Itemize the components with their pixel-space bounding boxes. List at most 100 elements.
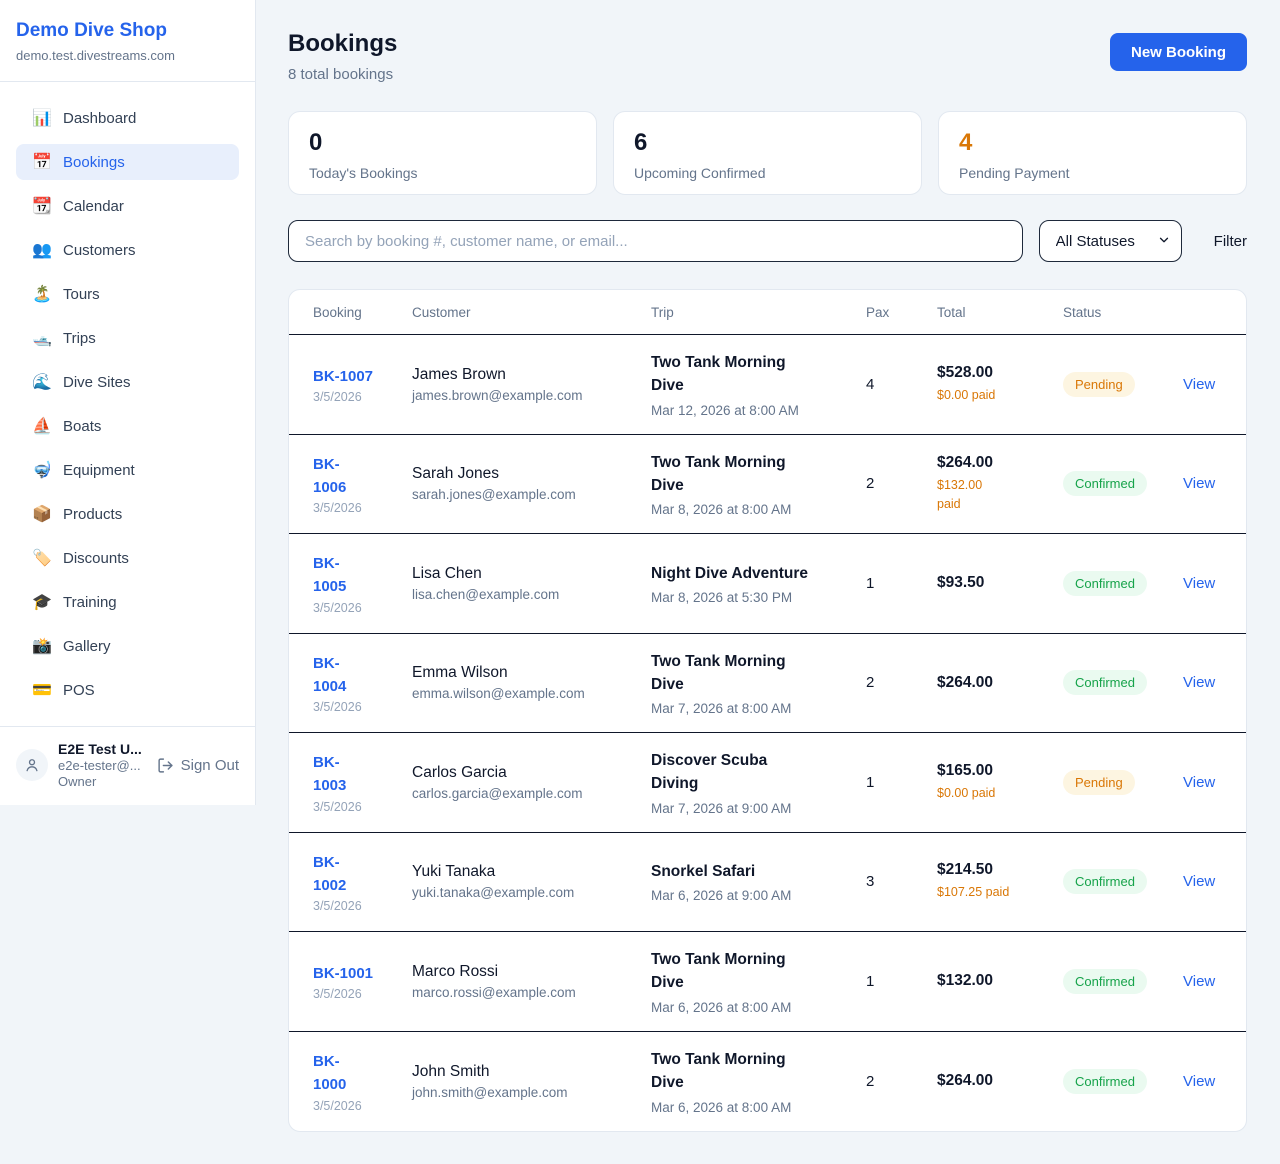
status-badge: Confirmed — [1063, 471, 1147, 497]
camera-icon: 📸 — [32, 638, 52, 655]
page-header: Bookings 8 total bookings New Booking — [288, 30, 1247, 83]
customer-email: carlos.garcia@example.com — [412, 785, 583, 801]
sidebar-item-trips[interactable]: 🛥️ Trips — [32, 329, 96, 348]
column-header: Trip — [651, 304, 674, 320]
view-link[interactable]: View — [1183, 574, 1216, 592]
sidebar-item-dashboard[interactable]: 📊 Dashboard — [32, 109, 137, 128]
customer-name: James Brown — [412, 365, 506, 383]
view-link[interactable]: View — [1183, 773, 1216, 791]
island-icon: 🏝️ — [32, 286, 52, 303]
customer-name: Yuki Tanaka — [412, 863, 496, 881]
sign-out-button[interactable]: Sign Out — [157, 757, 239, 774]
sidebar-item-dive-sites[interactable]: 🌊 Dive Sites — [32, 373, 131, 392]
person-icon — [26, 759, 38, 772]
booking-id-link[interactable]: BK- 1003 — [313, 754, 347, 795]
customer-email: john.smith@example.com — [412, 1084, 568, 1100]
sign-out-label: Sign Out — [180, 756, 239, 774]
booking-date: 3/5/2026 — [313, 600, 362, 615]
status-badge: Confirmed — [1063, 968, 1147, 994]
main-content: Bookings 8 total bookings New Booking 0 T… — [256, 0, 1280, 1164]
booking-id-link[interactable]: BK- 1005 — [313, 555, 347, 596]
column-header: Status — [1063, 304, 1102, 320]
stat-label: Upcoming Confirmed — [634, 165, 766, 181]
customer-name: Carlos Garcia — [412, 763, 507, 781]
customer-email: lisa.chen@example.com — [412, 586, 560, 602]
search-input[interactable] — [288, 220, 1023, 262]
stats-row: 0 Today's Bookings 6 Upcoming Confirmed 4 Pen… — [288, 111, 1247, 195]
customer-email: james.brown@example.com — [412, 387, 583, 403]
sidebar-item-products[interactable]: 📦 Products — [32, 505, 123, 524]
view-link[interactable]: View — [1183, 1072, 1216, 1090]
pax-count: 1 — [866, 972, 875, 990]
filter-button[interactable]: Filter — [1213, 232, 1247, 250]
booking-id-link[interactable]: BK- 1002 — [313, 853, 347, 894]
sidebar-item-equipment[interactable]: 🤿 Equipment — [32, 461, 135, 480]
bar-chart-icon: 📊 — [32, 110, 52, 127]
sidebar-item-calendar[interactable]: 📆 Calendar — [32, 197, 124, 216]
booking-date: 3/5/2026 — [313, 799, 362, 814]
sidebar-item-training[interactable]: 🎓 Training — [32, 593, 117, 612]
package-icon: 📦 — [32, 506, 52, 523]
sidebar-item-boats[interactable]: ⛵ Boats — [32, 417, 102, 436]
column-header: Customer — [412, 304, 471, 320]
total-amount: $93.50 — [937, 574, 985, 592]
customer-email: marco.rossi@example.com — [412, 984, 576, 1000]
booking-id-link[interactable]: BK- 1006 — [313, 455, 347, 496]
trip-datetime: Mar 6, 2026 at 8:00 AM — [651, 1099, 792, 1115]
trip-datetime: Mar 7, 2026 at 9:00 AM — [651, 800, 792, 816]
logout-icon — [158, 757, 173, 773]
booking-id-link[interactable]: BK- 1000 — [313, 1053, 347, 1094]
stat-card-upcoming-confirmed: 6 Upcoming Confirmed — [613, 111, 922, 195]
sidebar-item-discounts[interactable]: 🏷️ Discounts — [32, 549, 129, 568]
sidebar-nav: 📊 Dashboard 📅 Bookings 📆 Calendar 👥 Cust… — [0, 82, 255, 726]
trip-datetime: Mar 6, 2026 at 8:00 AM — [651, 999, 792, 1015]
pax-count: 2 — [866, 1072, 875, 1090]
filter-row: All Statuses Filter — [288, 220, 1247, 262]
status-filter-wrap: All Statuses — [1038, 220, 1182, 262]
table-row: BK- 1002 3/5/2026 Yuki Tanaka yuki.tanak… — [289, 833, 1246, 932]
total-amount: $214.50 — [937, 861, 994, 879]
table-header-row: Booking Customer Trip Pax Total Status — [289, 290, 1246, 335]
total-bookings-count: 8 total bookings — [288, 66, 394, 83]
tear-calendar-icon: 📆 — [32, 198, 52, 215]
sidebar-item-customers[interactable]: 👥 Customers — [32, 241, 136, 260]
table-row: BK-1007 3/5/2026 James Brown james.brown… — [289, 335, 1246, 435]
status-badge: Confirmed — [1063, 1068, 1147, 1094]
new-booking-button[interactable]: New Booking — [1109, 33, 1247, 71]
column-header: Total — [937, 304, 966, 320]
page-title: Bookings — [288, 30, 398, 57]
wave-icon: 🌊 — [32, 374, 52, 391]
paid-amount: $107.25 paid — [937, 885, 1010, 900]
view-link[interactable]: View — [1183, 873, 1216, 891]
status-badge: Confirmed — [1063, 570, 1147, 596]
brand-header: Demo Dive Shop demo.test.divestreams.com — [0, 0, 255, 82]
credit-card-icon: 💳 — [32, 682, 52, 699]
booking-date: 3/5/2026 — [313, 986, 362, 1001]
sailboat-icon: ⛵ — [32, 418, 52, 435]
sidebar-item-tours[interactable]: 🏝️ Tours — [32, 285, 100, 304]
trip-datetime: Mar 6, 2026 at 9:00 AM — [651, 888, 792, 904]
sidebar-item-pos[interactable]: 💳 POS — [32, 681, 95, 700]
view-link[interactable]: View — [1183, 674, 1216, 692]
booking-id-link[interactable]: BK-1007 — [313, 367, 374, 385]
customer-email: yuki.tanaka@example.com — [412, 885, 575, 901]
view-link[interactable]: View — [1183, 972, 1216, 990]
view-link[interactable]: View — [1183, 375, 1216, 393]
view-link[interactable]: View — [1183, 475, 1216, 493]
trip-datetime: Mar 8, 2026 at 5:30 PM — [651, 589, 793, 605]
total-amount: $528.00 — [937, 363, 994, 381]
total-amount: $132.00 — [937, 972, 994, 990]
user-email: e2e-tester@... — [58, 758, 141, 773]
calendar-date-icon: 📅 — [32, 154, 52, 171]
graduation-cap-icon: 🎓 — [32, 594, 52, 611]
stat-value: 0 — [309, 129, 323, 156]
trip-datetime: Mar 7, 2026 at 8:00 AM — [651, 701, 792, 716]
sidebar-item-gallery[interactable]: 📸 Gallery — [32, 637, 111, 656]
pax-count: 2 — [866, 674, 875, 692]
trip-name: Two Tank Morning Dive — [651, 1051, 786, 1092]
booking-id-link[interactable]: BK-1001 — [313, 964, 374, 982]
status-filter-select[interactable]: All Statuses — [1038, 220, 1182, 262]
sidebar-item-bookings[interactable]: 📅 Bookings — [16, 144, 239, 180]
booking-id-link[interactable]: BK- 1004 — [313, 654, 347, 695]
status-badge: Pending — [1063, 371, 1135, 397]
